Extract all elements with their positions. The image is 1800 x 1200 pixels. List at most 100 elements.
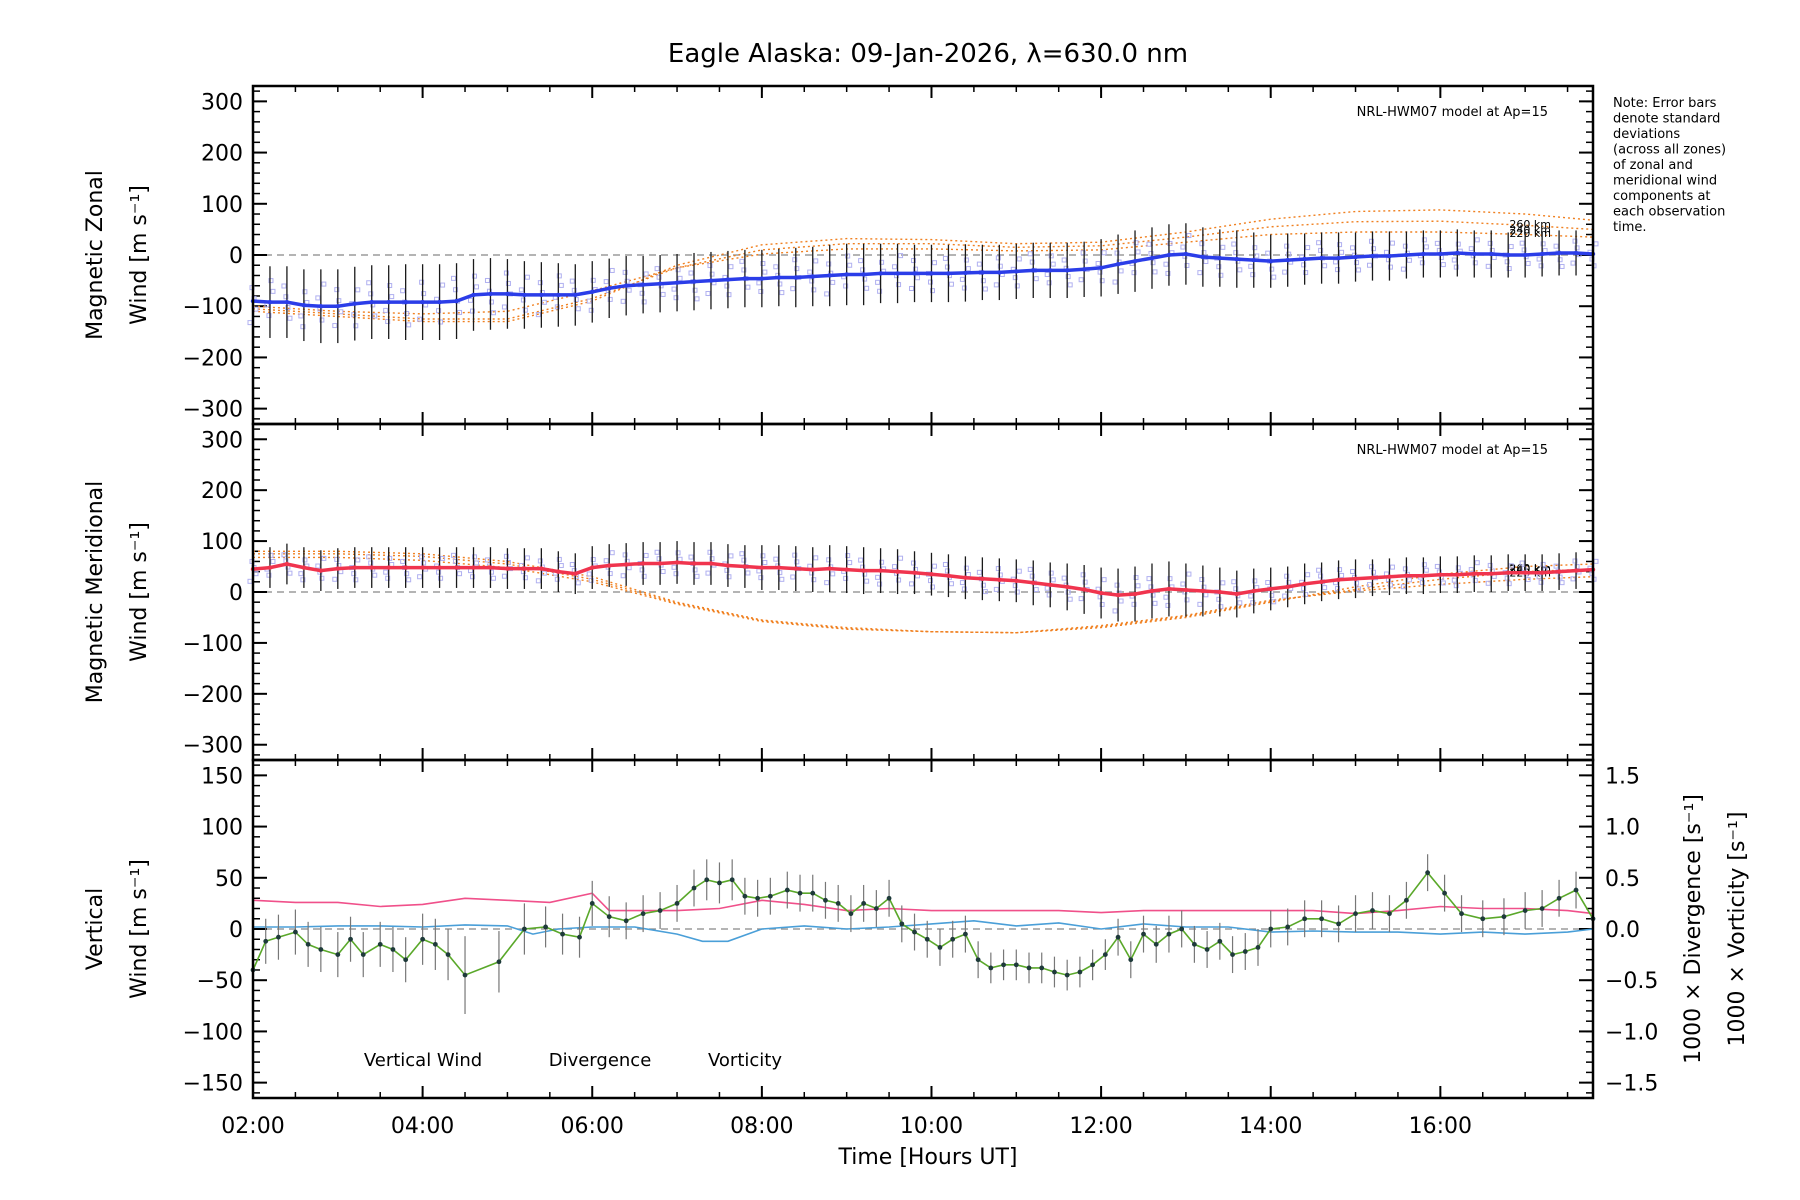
zone-point <box>1027 251 1033 257</box>
zone-point <box>927 279 933 285</box>
zone-point <box>843 283 849 289</box>
meridional-wind-point <box>1234 591 1239 597</box>
vertical-wind-point <box>835 900 841 906</box>
zone-point <box>1265 250 1271 256</box>
zone-point <box>1146 576 1152 582</box>
vertical-wind-point <box>963 931 968 937</box>
zone-point <box>760 553 766 559</box>
zone-point <box>501 304 507 310</box>
zone-point <box>639 290 645 296</box>
zone-point <box>677 275 683 281</box>
zonal-wind-point <box>1251 257 1256 263</box>
zone-point <box>1265 580 1271 586</box>
zonal-wind-point <box>929 271 934 276</box>
zone-point <box>1269 266 1275 272</box>
vertical-wind-point <box>432 941 438 947</box>
zone-point <box>993 586 999 592</box>
zone-point <box>1540 561 1546 567</box>
zone-point <box>1521 247 1527 253</box>
zone-point <box>558 282 564 288</box>
zone-point <box>406 577 412 583</box>
zone-point <box>1165 270 1171 276</box>
note-line: (across all zones) <box>1613 143 1726 158</box>
zone-point <box>1231 241 1237 247</box>
zone-point <box>942 255 948 261</box>
vertical-wind-point <box>1480 916 1486 922</box>
right-axis-label-divergence: 1000 × Divergence [s⁻¹] <box>1681 794 1706 1064</box>
vertical-wind-point <box>1370 908 1375 913</box>
zone-point <box>944 264 950 270</box>
zone-point <box>470 308 476 314</box>
zone-point <box>300 577 306 583</box>
zone-point <box>1233 586 1239 592</box>
vertical-wind-point <box>496 959 502 965</box>
zone-point <box>777 281 783 287</box>
y-tick-label: −200 <box>183 683 243 708</box>
vertical-wind-point <box>606 914 612 920</box>
zone-point <box>1197 601 1203 607</box>
zone-point <box>474 560 480 566</box>
model-label: NRL-HWM07 model at Ap=15 <box>1357 105 1548 120</box>
zone-point <box>641 573 647 579</box>
zone-point <box>1061 257 1067 263</box>
zonal-wind-point <box>980 270 985 275</box>
zone-point <box>524 274 530 280</box>
y-axis-label-line2: Wind [m s⁻¹] <box>127 522 152 662</box>
zone-point <box>603 558 609 564</box>
zone-point <box>1150 592 1156 598</box>
meridional-wind-point <box>1489 571 1494 576</box>
zone-point <box>490 310 496 316</box>
zone-point <box>453 287 459 293</box>
vertical-wind-point <box>1026 965 1032 971</box>
zone-point <box>457 571 463 577</box>
zone-point <box>484 277 490 283</box>
zone-point <box>1440 580 1446 586</box>
zone-point <box>620 573 626 579</box>
zone-point <box>315 295 321 301</box>
zone-point <box>1370 246 1376 252</box>
zone-point <box>1216 264 1222 270</box>
meridional-wind-point <box>946 573 951 578</box>
zone-point <box>1570 260 1576 266</box>
note-line: components at <box>1613 189 1711 204</box>
zone-point <box>451 275 457 281</box>
meridional-wind-point <box>1132 591 1138 597</box>
zone-point <box>537 280 543 286</box>
zone-point <box>1250 600 1256 606</box>
vertical-wind-point <box>1285 924 1291 930</box>
zone-point <box>1453 583 1459 589</box>
zonal-wind-point <box>1302 256 1307 262</box>
zone-point <box>654 266 660 272</box>
vertical-wind-point <box>1404 897 1409 903</box>
zone-point <box>417 316 423 322</box>
zone-point <box>1402 566 1408 572</box>
zone-point <box>980 278 986 284</box>
y-tick-label: −50 <box>197 969 243 994</box>
zonal-wind-point <box>1031 268 1036 273</box>
zone-point <box>963 257 969 263</box>
zone-point <box>1451 257 1457 263</box>
meridional-wind-point <box>539 566 544 571</box>
zone-point <box>709 271 715 277</box>
zone-point <box>758 288 764 294</box>
zone-point <box>1305 572 1311 578</box>
right-axis-label-vorticity: 1000 × Vorticity [s⁻¹] <box>1725 812 1750 1047</box>
zonal-wind-point <box>1048 268 1053 273</box>
zone-point <box>470 574 476 580</box>
meridional-wind-point <box>1098 590 1104 596</box>
zone-point <box>1067 596 1073 602</box>
zone-point <box>351 312 357 318</box>
y-tick-label: 0 <box>229 244 243 269</box>
zone-point <box>1165 602 1171 608</box>
zone-point <box>879 559 885 565</box>
zone-point <box>811 287 817 293</box>
zonal-wind-point <box>827 273 832 278</box>
zone-point <box>864 285 870 291</box>
zone-point <box>366 280 372 286</box>
zone-point <box>671 564 677 570</box>
right-y-tick-label: 1.5 <box>1605 764 1640 789</box>
vertical-wind-point <box>521 926 527 932</box>
zone-point <box>440 282 446 288</box>
vertical-wind-point <box>975 957 981 963</box>
zone-point <box>1339 572 1345 578</box>
